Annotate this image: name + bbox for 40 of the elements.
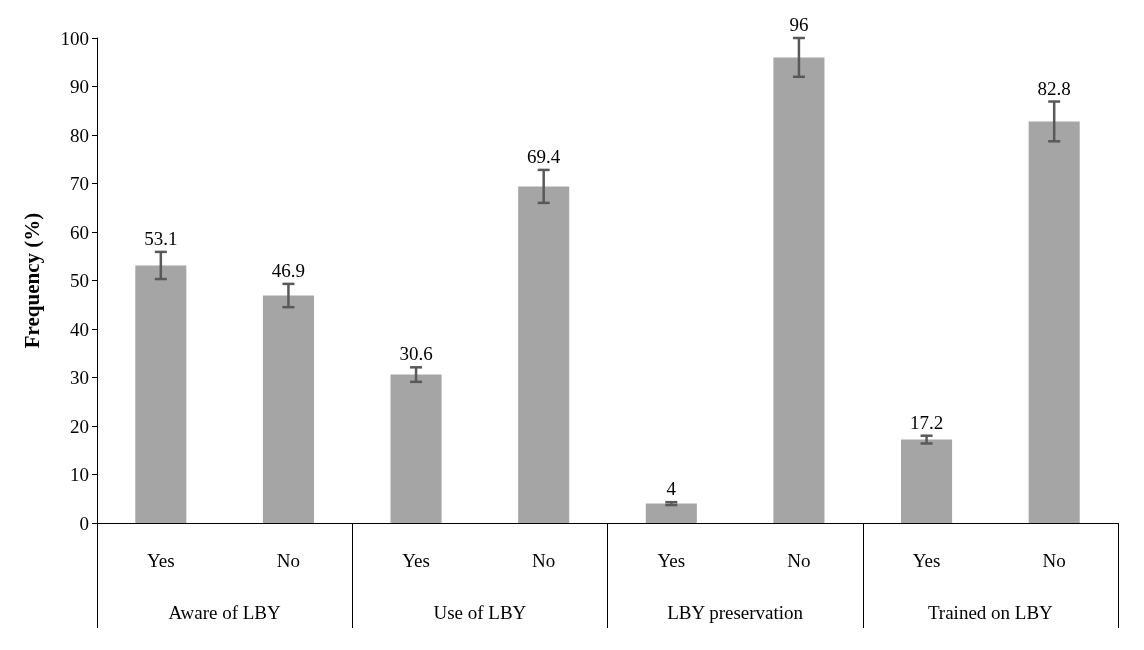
y-tick-label: 50 — [70, 270, 89, 291]
x-tick-label: No — [276, 550, 301, 571]
bar — [390, 374, 442, 523]
y-tick-label: 30 — [70, 367, 89, 388]
x-tick-label: Yes — [146, 550, 175, 571]
y-axis-title: Frequency (%) — [19, 212, 44, 349]
y-tick-label: 100 — [60, 27, 89, 49]
bar — [901, 439, 953, 523]
bar — [773, 57, 825, 523]
x-tick-label: No — [532, 550, 556, 571]
text: Aware of LBY — [168, 602, 282, 623]
data-label: 82.8 — [1037, 77, 1071, 99]
data-label: 96 — [789, 14, 809, 35]
y-tick-label: 80 — [70, 124, 89, 146]
bar — [1028, 121, 1080, 523]
x-tick-label: Yes — [402, 550, 430, 571]
data-label: 69.4 — [527, 145, 561, 167]
data-label: 53.1 — [144, 227, 178, 249]
data-label: 17.2 — [909, 411, 944, 433]
y-tick-label: 40 — [70, 318, 89, 340]
y-tick-label: 10 — [70, 464, 89, 485]
text: Use of LBY — [433, 602, 527, 623]
bar — [645, 503, 697, 523]
x-tick-label: No — [1042, 550, 1066, 571]
x-tick-label: Yes — [657, 550, 686, 571]
bar — [518, 186, 570, 523]
data-label: 46.9 — [271, 259, 306, 281]
data-label: 4 — [666, 478, 677, 500]
y-tick-label: 70 — [70, 173, 89, 194]
data-label: 30.6 — [399, 343, 433, 365]
y-tick-label: 60 — [70, 221, 89, 243]
bar — [135, 265, 187, 523]
y-tick-label: 20 — [70, 415, 89, 437]
bar — [262, 295, 314, 523]
y-tick-label: 90 — [70, 76, 89, 97]
text: LBY preservation — [667, 602, 804, 623]
text: Trained on LBY — [927, 602, 1054, 623]
x-tick-label: Yes — [912, 550, 941, 571]
y-tick-label: 0 — [79, 512, 89, 534]
x-tick-label: No — [787, 550, 811, 571]
